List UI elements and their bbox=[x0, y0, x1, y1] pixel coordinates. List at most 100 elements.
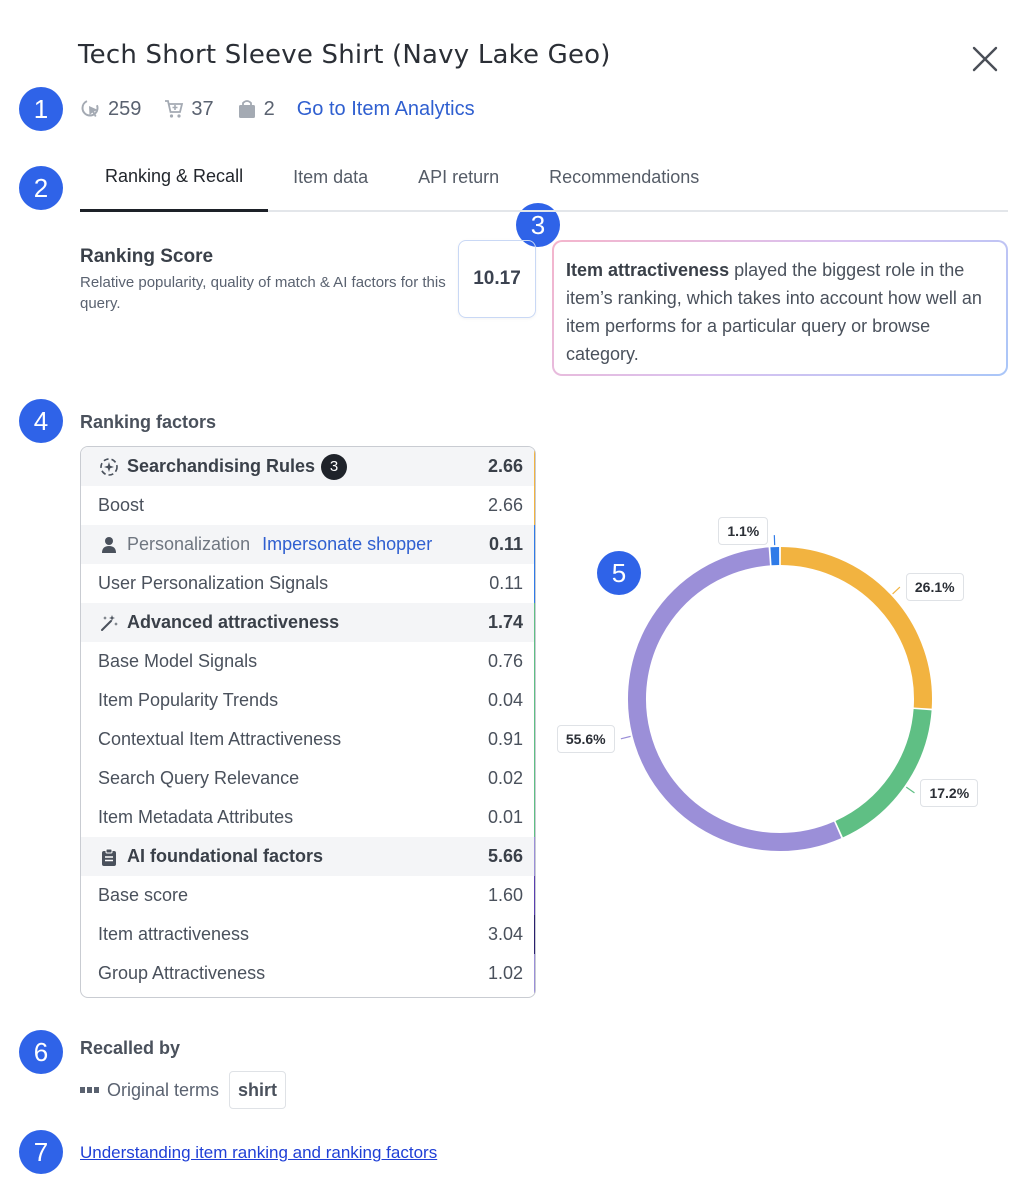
factor-name: User Personalization Signals bbox=[98, 573, 329, 593]
factor-name: Group Attractiveness bbox=[98, 963, 266, 983]
abc-terms-icon bbox=[80, 1087, 99, 1093]
donut-slice bbox=[628, 547, 842, 851]
factor-color-bar bbox=[534, 954, 535, 993]
factor-value: 1.02 bbox=[487, 963, 523, 983]
factor-group-name: Personalization bbox=[127, 534, 251, 554]
add-to-cart-stat: 37 bbox=[163, 98, 214, 121]
factor-name: Base score bbox=[98, 885, 189, 905]
factor-color-bar bbox=[534, 642, 535, 681]
donut-slice bbox=[780, 547, 932, 709]
donut-svg bbox=[620, 535, 932, 851]
shopping-bag-icon bbox=[238, 100, 255, 118]
factor-group-name: AI foundational factors bbox=[127, 846, 324, 866]
donut-leader-line bbox=[620, 735, 631, 740]
recalled-by-label: Recalled by bbox=[80, 1038, 181, 1058]
factor-color-bar bbox=[534, 603, 535, 642]
magic-wand-icon bbox=[98, 612, 120, 634]
step-marker-7: 7 bbox=[19, 1130, 63, 1174]
factor-group-advanced-attractiveness[interactable]: Advanced attractiveness 1.74 bbox=[81, 603, 535, 642]
ranking-score-description: Relative popularity, quality of match & … bbox=[80, 274, 446, 312]
donut-slice-label: 1.1% bbox=[718, 517, 769, 546]
cart-icon bbox=[165, 100, 184, 118]
factor-row: Item Metadata Attributes 0.01 bbox=[81, 798, 535, 837]
recalled-by-row: Original terms shirt bbox=[80, 1071, 287, 1109]
factor-group-name: Advanced attractiveness bbox=[127, 612, 340, 632]
step-marker-4: 4 bbox=[19, 399, 63, 443]
ranking-insight-text: Item attractiveness played the biggest r… bbox=[554, 242, 1006, 374]
rules-count-badge: 3 bbox=[321, 453, 348, 480]
factor-group-searchandising[interactable]: Searchandising Rules 3 2.66 bbox=[81, 447, 535, 486]
factor-color-bar bbox=[534, 720, 535, 759]
recall-type: Original terms bbox=[107, 1079, 220, 1100]
ranking-factors-table: Searchandising Rules 3 2.66 Boost 2.66 P… bbox=[80, 446, 536, 998]
person-icon bbox=[98, 534, 120, 556]
tab-api-return[interactable]: API return bbox=[418, 167, 500, 187]
factor-value: 0.04 bbox=[487, 690, 523, 710]
factor-color-bar bbox=[534, 876, 535, 915]
factor-color-bar bbox=[534, 837, 535, 876]
item-stats: 259 37 2 Go to Item Analytics bbox=[80, 94, 475, 124]
factor-color-bar bbox=[534, 759, 535, 798]
recall-term-chip: shirt bbox=[229, 1071, 287, 1109]
factor-color-bar bbox=[534, 447, 535, 486]
factor-row: Base Model Signals 0.76 bbox=[81, 642, 535, 681]
factor-row: Base score 1.60 bbox=[81, 876, 535, 915]
step-marker-5: 5 bbox=[597, 551, 641, 595]
factor-group-value: 5.66 bbox=[487, 846, 523, 866]
factor-color-bar bbox=[534, 915, 535, 954]
factor-group-personalization[interactable]: Personalization Impersonate shopper 0.11 bbox=[81, 525, 535, 564]
factor-name: Contextual Item Attractiveness bbox=[98, 729, 342, 749]
ranking-factors-label: Ranking factors bbox=[80, 412, 217, 432]
factor-row: Search Query Relevance 0.02 bbox=[81, 759, 535, 798]
step-marker-6: 6 bbox=[19, 1030, 63, 1074]
ranking-insight-card: Item attractiveness played the biggest r… bbox=[552, 240, 1008, 376]
factor-row: Item attractiveness 3.04 bbox=[81, 915, 535, 954]
step-marker-2: 2 bbox=[19, 166, 63, 210]
donut-leader-line bbox=[905, 786, 915, 794]
ranking-help-link[interactable]: Understanding item ranking and ranking f… bbox=[80, 1143, 438, 1162]
donut-slice-label: 17.2% bbox=[920, 778, 979, 807]
factor-row: Item Popularity Trends 0.04 bbox=[81, 681, 535, 720]
factor-group-ai-foundational[interactable]: AI foundational factors 5.66 bbox=[81, 837, 535, 876]
factor-row: User Personalization Signals 0.11 bbox=[81, 564, 535, 603]
factor-color-bar bbox=[534, 798, 535, 837]
factor-value: 0.76 bbox=[487, 651, 523, 671]
factor-group-value: 2.66 bbox=[487, 456, 523, 476]
sparkle-rules-icon bbox=[98, 456, 120, 478]
factor-row: Group Attractiveness 1.02 bbox=[81, 954, 535, 993]
donut-slice-label: 26.1% bbox=[905, 573, 964, 602]
factor-group-name: Searchandising Rules bbox=[127, 456, 316, 476]
detail-tabs: Ranking & Recall Item data API return Re… bbox=[80, 155, 1008, 212]
factor-value: 0.11 bbox=[489, 573, 523, 593]
tab-item-data[interactable]: Item data bbox=[293, 167, 369, 187]
tab-recommendations[interactable]: Recommendations bbox=[549, 167, 700, 187]
purchases-count: 2 bbox=[263, 97, 275, 120]
purchases-stat: 2 bbox=[236, 98, 275, 121]
factor-name: Item attractiveness bbox=[98, 924, 250, 944]
donut-slice-label: 55.6% bbox=[556, 724, 615, 753]
clicks-count: 259 bbox=[108, 97, 142, 120]
factor-name: Item Metadata Attributes bbox=[98, 807, 294, 827]
donut-slice bbox=[835, 708, 932, 838]
factor-value: 0.91 bbox=[487, 729, 523, 749]
factor-value: 0.02 bbox=[487, 768, 523, 788]
impersonate-shopper-link[interactable]: Impersonate shopper bbox=[262, 534, 433, 554]
tab-ranking-recall[interactable]: Ranking & Recall bbox=[80, 155, 269, 212]
clicks-stat: 259 bbox=[80, 98, 141, 121]
factor-group-value: 0.11 bbox=[488, 534, 523, 554]
item-analytics-link[interactable]: Go to Item Analytics bbox=[296, 97, 475, 120]
insight-highlight: Item attractiveness bbox=[566, 260, 730, 280]
ranking-factors-donut-chart: 26.1% 17.2% 55.6% 1.1% bbox=[540, 510, 1020, 890]
factor-name: Base Model Signals bbox=[98, 651, 258, 671]
factor-color-bar bbox=[534, 525, 535, 564]
close-button[interactable] bbox=[966, 40, 1004, 78]
factor-row: Contextual Item Attractiveness 0.91 bbox=[81, 720, 535, 759]
factor-name: Item Popularity Trends bbox=[98, 690, 279, 710]
clipboard-icon bbox=[98, 846, 120, 868]
factor-name: Boost bbox=[98, 495, 145, 515]
factor-color-bar bbox=[534, 681, 535, 720]
insight-body: played the biggest role in the item’s ra… bbox=[566, 260, 982, 364]
factor-group-value: 1.74 bbox=[487, 612, 523, 632]
step-marker-1: 1 bbox=[19, 87, 63, 131]
close-icon bbox=[972, 46, 998, 72]
